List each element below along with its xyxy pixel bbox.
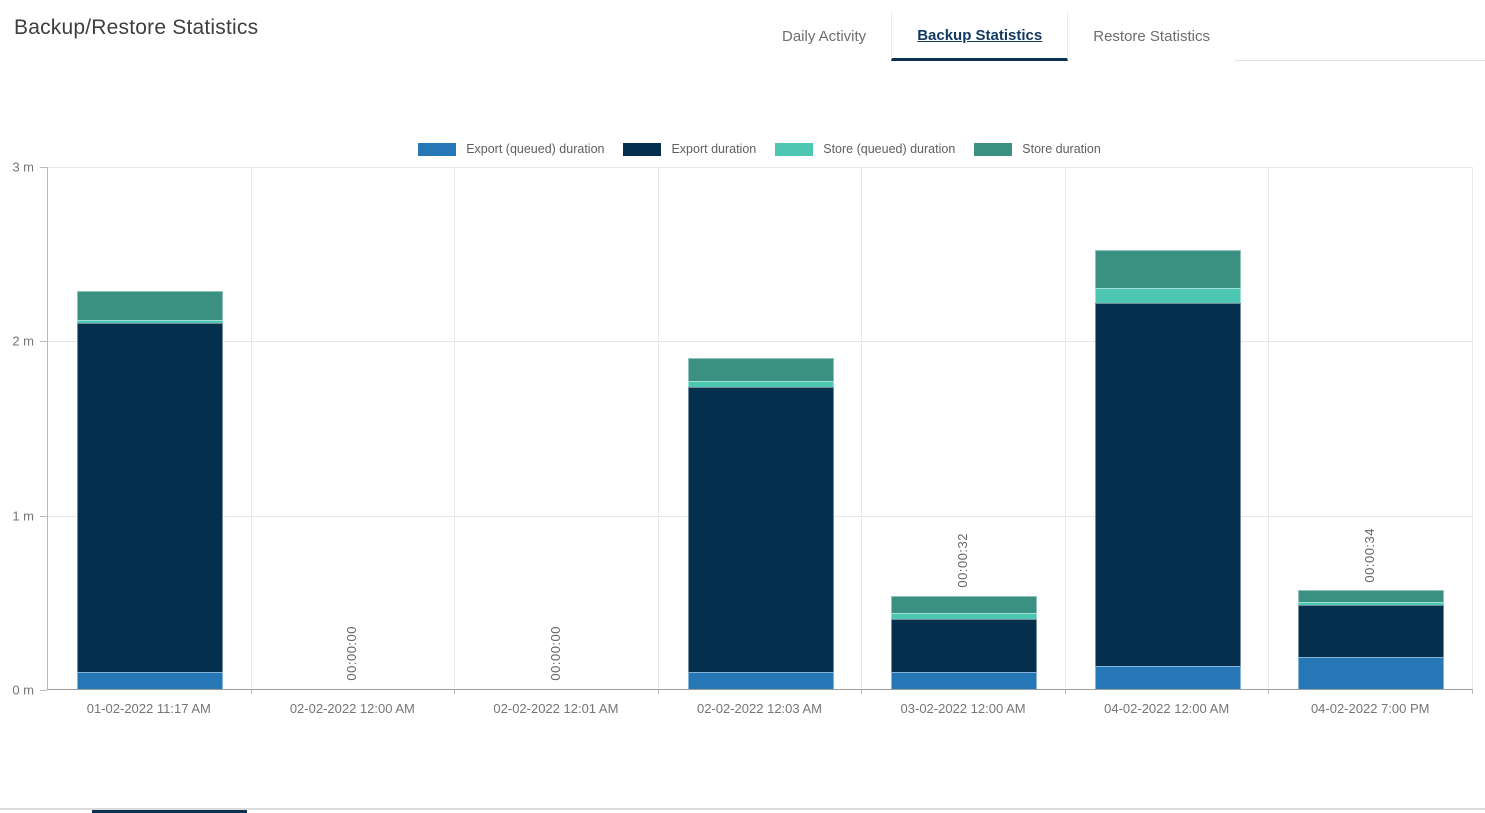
y-tick-mark [40,341,47,343]
bar-6 [1298,590,1445,689]
vertical-gridline [657,167,659,689]
chart-y-axis: 0 m 1 m 2 m 3 m [0,160,47,698]
legend-item-3[interactable]: Store duration [974,142,1101,156]
legend-label: Store (queued) duration [823,142,956,156]
legend-label: Export duration [671,142,757,156]
bar-value-label: 00:00:00 [547,626,563,681]
x-tick-mark [1268,689,1270,694]
chart-legend: Export (queued) duration Export duration S… [47,142,1472,156]
bar-segment-store-queued-duration[interactable] [1298,601,1445,605]
tab-strip: Daily Activity Backup Statistics Restore S… [757,12,1485,61]
legend-label: Export (queued) duration [466,142,605,156]
vertical-gridline [861,167,863,689]
bar-value-label: 00:00:34 [1362,527,1378,583]
bar-segment-export-duration[interactable] [891,619,1038,672]
bar-5 [1094,250,1241,689]
tab-backup-statistics[interactable]: Backup Statistics [891,12,1069,61]
chart-plot-area: 00:00:00 00:00:00 00:00:32 00:00:34 [47,167,1473,694]
x-tick-mark [657,689,659,694]
x-category-label: 03-02-2022 12:00 AM [900,701,1026,716]
x-tick-mark [861,689,863,694]
bar-segment-store-queued-duration[interactable] [1094,288,1241,303]
bar-3 [687,357,834,689]
y-tick-label: 1 m [12,508,34,524]
bar-segment-store-duration[interactable] [76,290,223,321]
x-category-label: 02-02-2022 12:01 AM [493,701,619,716]
bar-segment-store-queued-duration[interactable] [891,613,1038,620]
bar-segment-export-duration[interactable] [1298,604,1445,658]
x-category-label: 04-02-2022 12:00 AM [1104,701,1230,716]
x-tick-mark [1472,689,1473,694]
bar-segment-store-queued-duration[interactable] [76,320,223,323]
y-tick-label: 2 m [12,333,34,349]
chart-x-axis: 01-02-2022 11:17 AM 02-02-2022 12:00 AM 02… [47,691,1472,721]
bar-segment-store-duration[interactable] [687,357,834,382]
x-category-label: 01-02-2022 11:17 AM [86,701,211,716]
bar-segment-store-queued-duration[interactable] [687,381,834,387]
bar-segment-store-duration[interactable] [1298,590,1445,602]
legend-swatch-icon [418,142,457,156]
y-tick-mark [40,690,47,691]
vertical-gridline [454,167,456,689]
x-tick-mark [250,689,252,694]
y-tick-label: 3 m [12,159,34,175]
x-category-label: 04-02-2022 7:00 PM [1310,701,1430,716]
bar-segment-export-duration[interactable] [76,322,223,672]
bar-segment-export-duration[interactable] [687,386,834,672]
x-tick-mark [454,689,456,694]
bottom-divider [0,808,1485,810]
legend-item-1[interactable]: Export duration [623,142,756,156]
x-category-label: 02-02-2022 12:03 AM [696,701,823,716]
y-tick-mark [40,515,47,517]
y-tick-mark [40,167,47,168]
tab-restore-statistics[interactable]: Restore Statistics [1068,12,1235,61]
bar-value-label: 00:00:00 [344,626,360,681]
page-title: Backup/Restore Statistics [14,16,259,39]
legend-item-2[interactable]: Store (queued) duration [775,142,955,156]
scrollbar-thumb[interactable] [92,810,247,813]
bar-4 [891,596,1038,689]
bar-segment-export-duration[interactable] [1094,302,1241,666]
bar-segment-store-duration[interactable] [1094,250,1241,289]
horizontal-gridline [48,341,1472,343]
horizontal-gridline [48,167,1472,168]
tab-daily-activity[interactable]: Daily Activity [757,12,892,61]
bar-segment-export-queued-duration[interactable] [891,671,1038,689]
vertical-gridline [1064,167,1066,689]
y-tick-label: 0 m [12,682,34,698]
legend-swatch-icon [623,142,662,156]
bar-value-label: 00:00:32 [955,533,971,589]
bar-segment-export-queued-duration[interactable] [1298,657,1445,689]
bar-0 [76,290,223,689]
x-category-label: 02-02-2022 12:00 AM [289,701,415,716]
vertical-gridline [1268,167,1270,689]
bar-segment-store-duration[interactable] [891,596,1038,614]
bar-segment-export-queued-duration[interactable] [76,671,223,689]
legend-label: Store duration [1022,142,1101,156]
vertical-gridline [250,167,252,689]
legend-item-0[interactable]: Export (queued) duration [418,142,604,156]
bar-segment-export-queued-duration[interactable] [687,671,834,689]
bar-segment-export-queued-duration[interactable] [1094,665,1241,689]
x-tick-mark [1064,689,1066,694]
vertical-gridline [1472,167,1473,689]
legend-swatch-icon [974,142,1013,156]
legend-swatch-icon [775,142,814,156]
